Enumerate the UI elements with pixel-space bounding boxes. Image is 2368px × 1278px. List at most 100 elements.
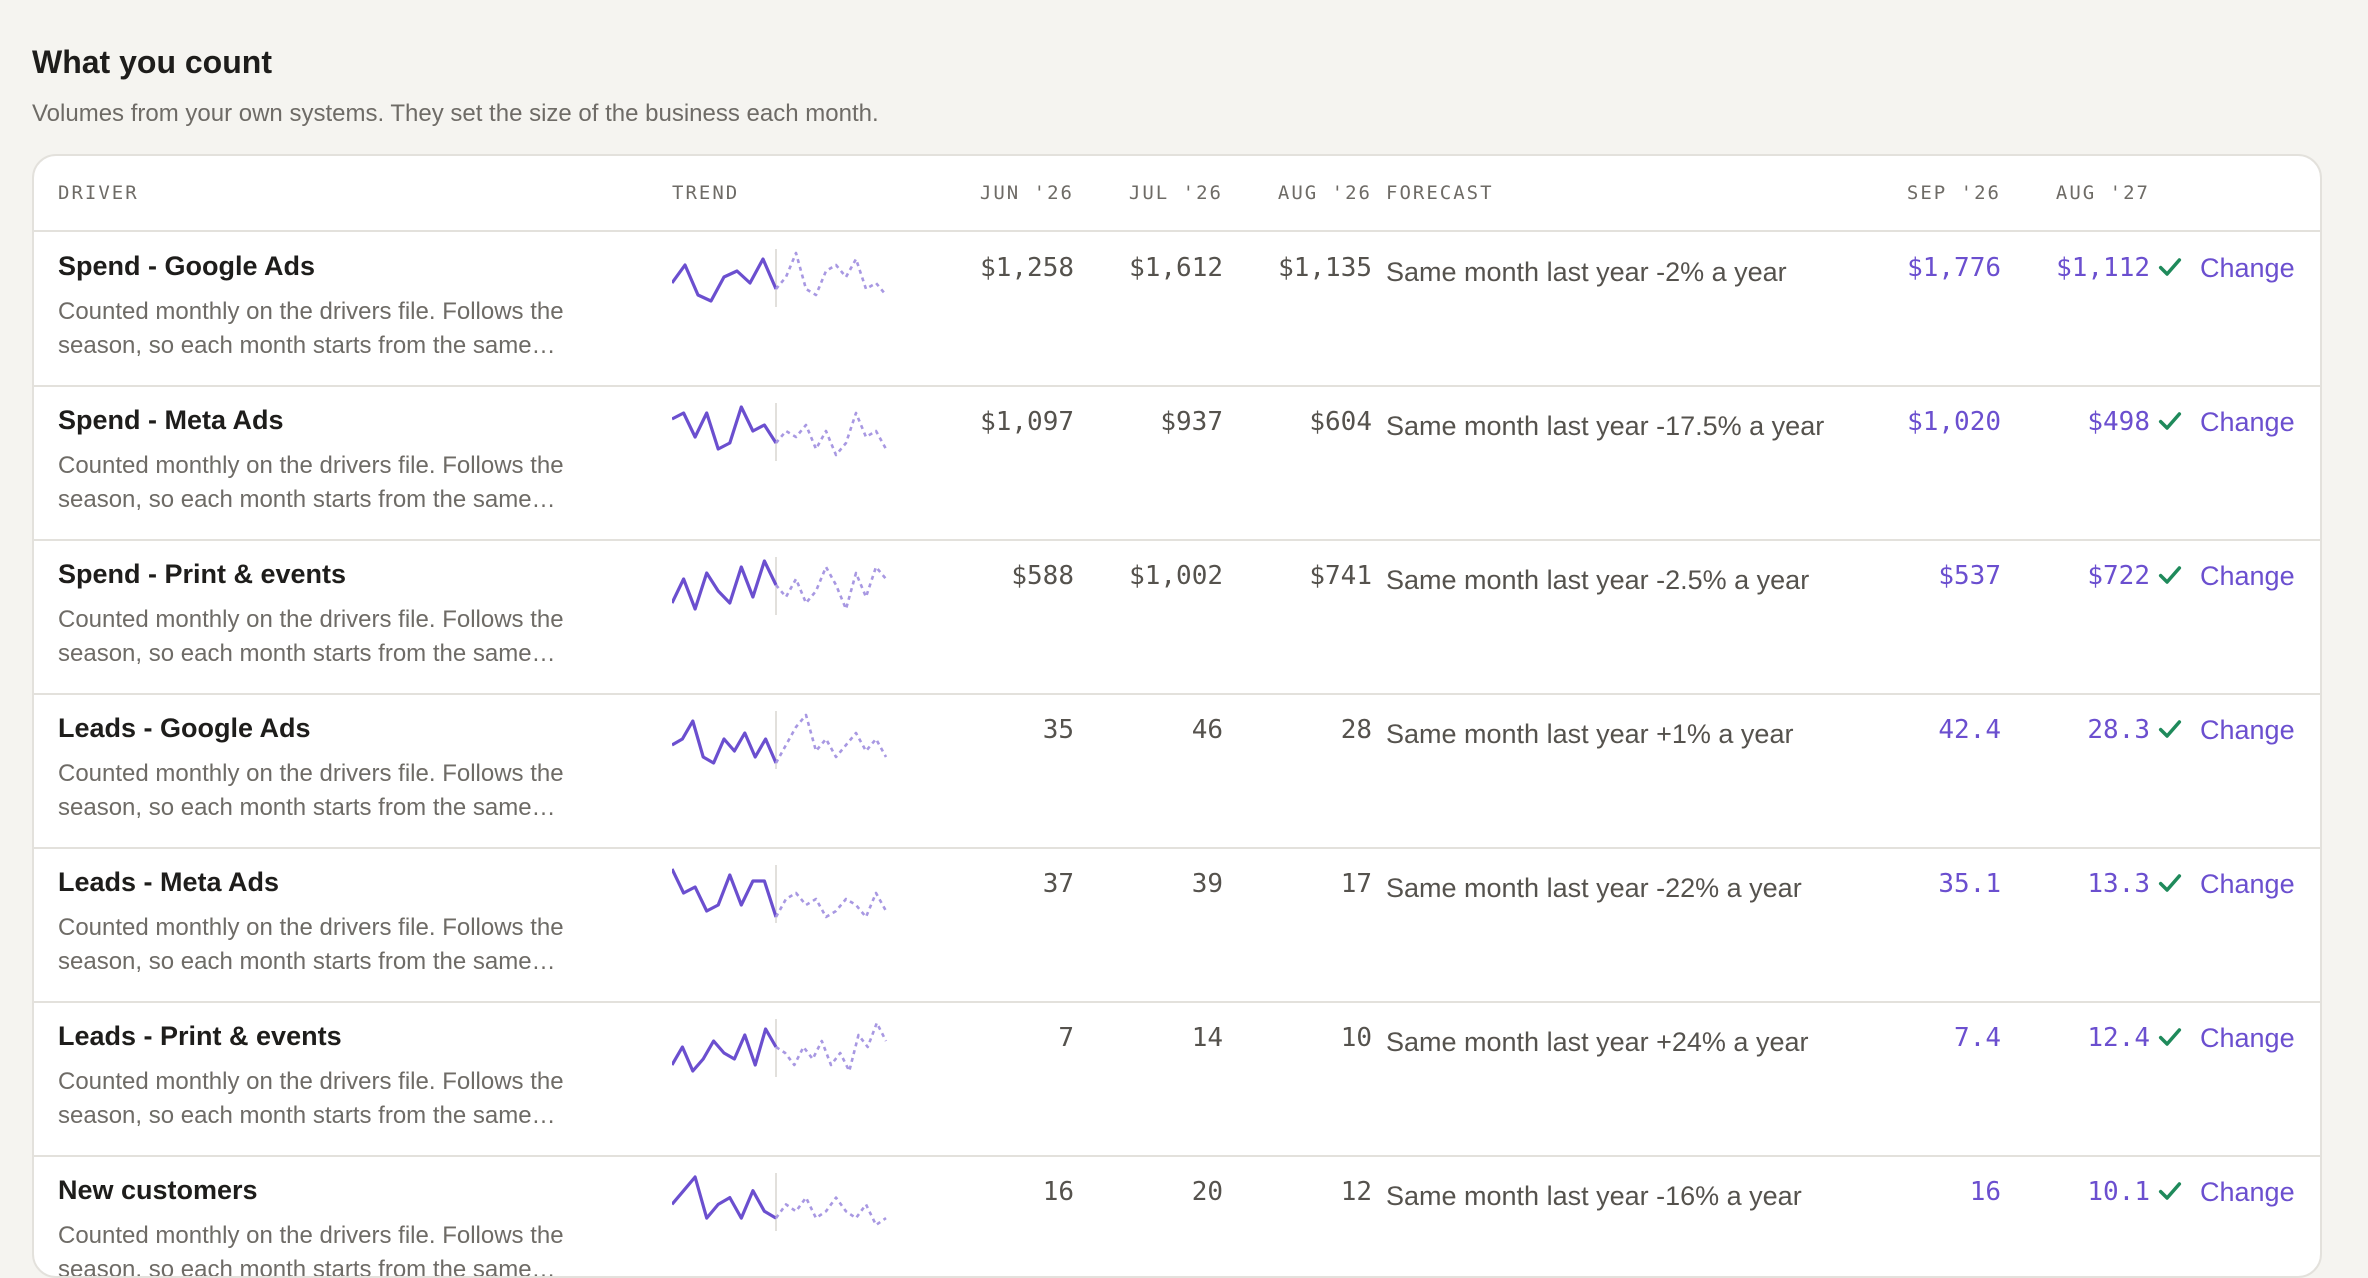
driver-name: New customers xyxy=(58,1175,258,1205)
driver-description: Counted monthly on the drivers file. Fol… xyxy=(58,298,564,359)
trend-forecast-line xyxy=(775,1021,888,1073)
value-aug26: $604 xyxy=(1309,407,1372,437)
forecast-sep26: $537 xyxy=(1938,561,2001,591)
trend-sparkline xyxy=(672,1173,887,1231)
trend-forecast-line xyxy=(775,565,887,611)
col-aug26: AUG '26 xyxy=(1277,182,1372,204)
trend-forecast-line xyxy=(774,891,888,919)
forecast-sep26: 16 xyxy=(1969,1177,2001,1207)
forecast-sep26: $1,020 xyxy=(1907,407,2001,437)
value-jun26: $588 xyxy=(1011,561,1074,591)
trend-actual-line xyxy=(672,257,778,303)
value-jun26: $1,097 xyxy=(980,407,1074,437)
value-aug26: 10 xyxy=(1340,1023,1372,1053)
col-jun26: JUN '26 xyxy=(979,182,1074,204)
forecast-method: Same month last year -16% a year xyxy=(1386,1181,1802,1211)
value-aug26: 12 xyxy=(1340,1177,1372,1207)
trend-forecast-line xyxy=(775,251,887,297)
forecast-aug27: 13.3 xyxy=(2087,869,2150,899)
value-aug26: $741 xyxy=(1309,561,1372,591)
forecast-method: Same month last year -17.5% a year xyxy=(1386,411,1825,441)
value-jul26: $1,612 xyxy=(1129,253,1223,283)
driver-name: Spend - Meta Ads xyxy=(58,405,284,435)
trend-actual-line xyxy=(672,559,778,611)
value-jul26: 46 xyxy=(1191,715,1223,745)
check-icon xyxy=(2158,1182,2182,1200)
trend-actual-line xyxy=(672,405,778,451)
col-forecast: FORECAST xyxy=(1386,182,1494,204)
value-jun26: $1,258 xyxy=(980,253,1074,283)
driver-description: Counted monthly on the drivers file. Fol… xyxy=(58,1068,564,1129)
change-button[interactable]: Change xyxy=(2200,561,2295,591)
value-aug26: 28 xyxy=(1340,715,1372,745)
trend-actual-line xyxy=(672,1175,777,1220)
col-jul26: JUL '26 xyxy=(1128,182,1223,204)
change-button[interactable]: Change xyxy=(2200,1023,2295,1053)
forecast-sep26: $1,776 xyxy=(1907,253,2001,283)
forecast-aug27: 10.1 xyxy=(2087,1177,2150,1207)
forecast-sep26: 42.4 xyxy=(1938,715,2001,745)
check-icon xyxy=(2158,720,2182,738)
forecast-sep26: 7.4 xyxy=(1954,1023,2001,1053)
col-trend: TREND xyxy=(672,182,740,204)
change-button[interactable]: Change xyxy=(2200,1177,2295,1207)
value-jul26: 14 xyxy=(1191,1023,1223,1053)
trend-sparkline xyxy=(672,249,887,307)
check-icon xyxy=(2158,258,2182,276)
forecast-sep26: 35.1 xyxy=(1938,869,2001,899)
check-icon xyxy=(2158,566,2182,584)
col-driver: DRIVER xyxy=(58,182,139,204)
forecast-aug27: $722 xyxy=(2087,561,2150,591)
change-button[interactable]: Change xyxy=(2200,869,2295,899)
change-button[interactable]: Change xyxy=(2200,253,2295,283)
check-icon xyxy=(2158,874,2182,892)
value-jun26: 16 xyxy=(1042,1177,1074,1207)
driver-name: Leads - Google Ads xyxy=(58,713,311,743)
change-button[interactable]: Change xyxy=(2200,407,2295,437)
table-row: Spend - Meta Ads Counted monthly on the d… xyxy=(34,385,2320,541)
trend-sparkline xyxy=(672,1019,888,1077)
check-icon xyxy=(2158,1028,2182,1046)
driver-name: Leads - Print & events xyxy=(58,1021,342,1051)
value-jul26: $937 xyxy=(1160,407,1223,437)
driver-description: Counted monthly on the drivers file. Fol… xyxy=(58,760,564,821)
trend-sparkline xyxy=(672,557,887,615)
table-row: Spend - Print & events Counted monthly on… xyxy=(34,539,2320,695)
forecast-aug27: 12.4 xyxy=(2087,1023,2150,1053)
value-jul26: 39 xyxy=(1191,869,1223,899)
table-row: Leads - Print & events Counted monthly on… xyxy=(34,1001,2320,1157)
check-icon xyxy=(2158,412,2182,430)
forecast-method: Same month last year -2.5% a year xyxy=(1386,565,1810,595)
trend-actual-line xyxy=(672,719,778,765)
forecast-aug27: $498 xyxy=(2087,407,2150,437)
col-aug27: AUG '27 xyxy=(2055,182,2150,204)
table-header: DRIVER TREND JUN '26 JUL '26 AUG '26 FOR… xyxy=(34,156,2320,232)
table-row: Spend - Google Ads Counted monthly on the… xyxy=(34,231,2320,387)
value-jun26: 35 xyxy=(1042,715,1074,745)
forecast-aug27: $1,112 xyxy=(2056,253,2150,283)
driver-name: Spend - Google Ads xyxy=(58,251,316,281)
driver-name: Spend - Print & events xyxy=(58,559,347,589)
value-jul26: $1,002 xyxy=(1129,561,1223,591)
value-jun26: 37 xyxy=(1042,869,1074,899)
forecast-method: Same month last year +1% a year xyxy=(1386,719,1794,749)
table-row: Leads - Google Ads Counted monthly on the… xyxy=(34,693,2320,849)
value-aug26: $1,135 xyxy=(1278,253,1372,283)
trend-actual-line xyxy=(672,868,778,918)
table-row: New customers Counted monthly on the driv… xyxy=(34,1155,2320,1278)
change-button[interactable]: Change xyxy=(2200,715,2295,745)
driver-description: Counted monthly on the drivers file. Fol… xyxy=(58,1222,564,1278)
driver-description: Counted monthly on the drivers file. Fol… xyxy=(58,452,564,513)
drivers-table: DRIVER TREND JUN '26 JUL '26 AUG '26 FOR… xyxy=(32,154,2322,1278)
forecast-method: Same month last year +24% a year xyxy=(1386,1027,1809,1057)
forecast-aug27: 28.3 xyxy=(2087,715,2150,745)
value-jul26: 20 xyxy=(1191,1177,1223,1207)
table-row: Leads - Meta Ads Counted monthly on the d… xyxy=(34,847,2320,1003)
value-aug26: 17 xyxy=(1340,869,1372,899)
forecast-method: Same month last year -2% a year xyxy=(1386,257,1787,287)
trend-sparkline xyxy=(672,865,888,923)
section-subtitle: Volumes from your own systems. They set … xyxy=(32,100,879,127)
trend-sparkline xyxy=(672,711,888,769)
trend-forecast-line xyxy=(774,1196,887,1227)
trend-sparkline xyxy=(672,403,888,461)
